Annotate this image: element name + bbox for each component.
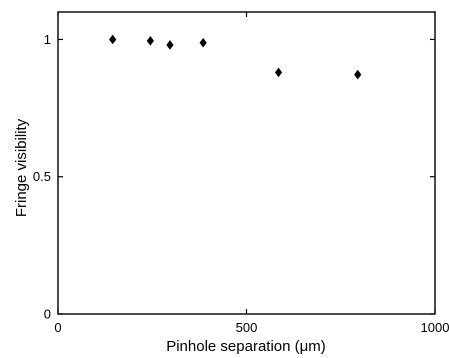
data-point [146,36,154,46]
data-points [109,34,362,80]
data-point [199,37,207,48]
y-tick-label: 0.5 [33,169,51,184]
y-axis-tick-labels: 00.51 [33,32,51,322]
y-tick-label: 0 [44,307,51,322]
x-tick-label: 500 [236,320,258,335]
x-axis-label: Pinhole separation (μm) [166,338,326,355]
data-point [166,40,174,50]
x-tick-label: 0 [54,320,61,335]
data-point [109,34,117,45]
x-axis-ticks [57,12,436,314]
x-tick-label: 1000 [421,320,449,335]
x-axis-tick-labels: 0 500 1000 [54,320,449,335]
y-tick-label: 1 [44,32,51,47]
y-axis-label: Fringe visibility [13,118,30,217]
data-point [274,67,283,78]
data-point [354,69,362,80]
plot-frame [57,11,436,315]
y-axis-ticks [58,38,435,315]
